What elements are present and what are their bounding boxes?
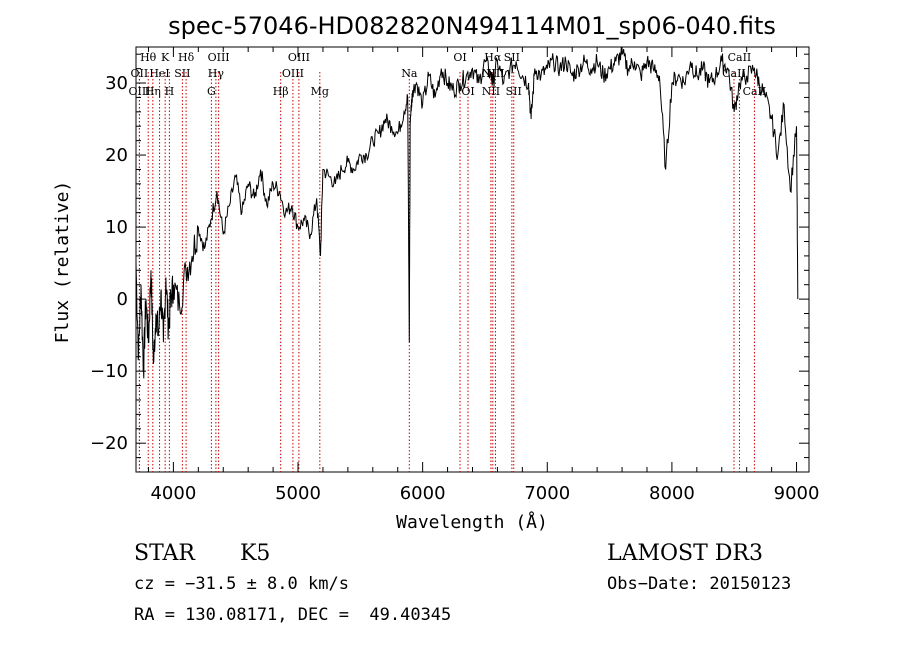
spectral-line-label: OIII	[128, 85, 150, 98]
x-tick-label: 7000	[524, 483, 570, 504]
plot-frame	[135, 46, 810, 473]
spectral-line-label: OIII	[282, 67, 304, 80]
y-axis-label: Flux (relative)	[52, 181, 73, 344]
x-tick-label: 9000	[774, 483, 820, 504]
x-tick-label: 8000	[649, 483, 695, 504]
obs-date-text: Obs−Date: 20150123	[607, 574, 791, 594]
spectral-line-label: Hγ	[208, 67, 225, 80]
x-tick-label: 6000	[400, 483, 446, 504]
spectral-line-label: Hθ	[140, 51, 157, 64]
spectral-line-label: K	[161, 51, 170, 64]
x-tick-label: 4000	[150, 483, 196, 504]
spectral-line-label: Mg	[311, 85, 329, 98]
y-tick-label: −20	[90, 433, 128, 454]
y-tick-label: 0	[117, 289, 128, 310]
spectral-line-label: SII	[504, 51, 520, 64]
coords-text: RA = 130.08171, DEC = 49.40345	[134, 605, 451, 625]
spectral-line-label: SII	[506, 85, 522, 98]
object-class-text: STAR	[134, 541, 196, 566]
spectral-line-label: Hα	[484, 51, 502, 64]
survey-text: LAMOST DR3	[607, 541, 763, 566]
spectral-line-label: G	[207, 85, 216, 98]
y-tick-label: 20	[105, 145, 128, 166]
chart-title: spec-57046-HD082820N494114M01_sp06-040.f…	[168, 12, 776, 40]
spectral-line-label: Hη	[145, 85, 161, 98]
spectral-line-label: Hδ	[178, 51, 195, 64]
spectral-line-label: OIII	[208, 51, 230, 64]
spectral-line-label: H	[165, 85, 175, 98]
spectral-line-label: NII	[482, 85, 500, 98]
spectrum-series-line	[135, 46, 799, 379]
spectral-line-label: OIII	[288, 51, 310, 64]
spectral-line-label: Hβ	[273, 85, 289, 98]
subclass-text: K5	[240, 541, 270, 566]
spectral-line-label: SII	[174, 67, 190, 80]
spectral-line-label: OI	[461, 85, 474, 98]
y-tick-label: 30	[105, 73, 128, 94]
x-tick-label: 5000	[275, 483, 321, 504]
cz-text: cz = −31.5 ± 8.0 km/s	[134, 574, 349, 594]
spectral-line-label: Na	[401, 67, 418, 80]
y-tick-label: −10	[90, 361, 128, 382]
spectral-line-label: HeI	[149, 67, 169, 80]
spectral-line-label: CaII	[728, 51, 752, 64]
y-tick-label: 10	[105, 217, 128, 238]
x-axis-label: Wavelength (Å)	[396, 511, 548, 533]
spectral-line-label: OI	[453, 51, 466, 64]
